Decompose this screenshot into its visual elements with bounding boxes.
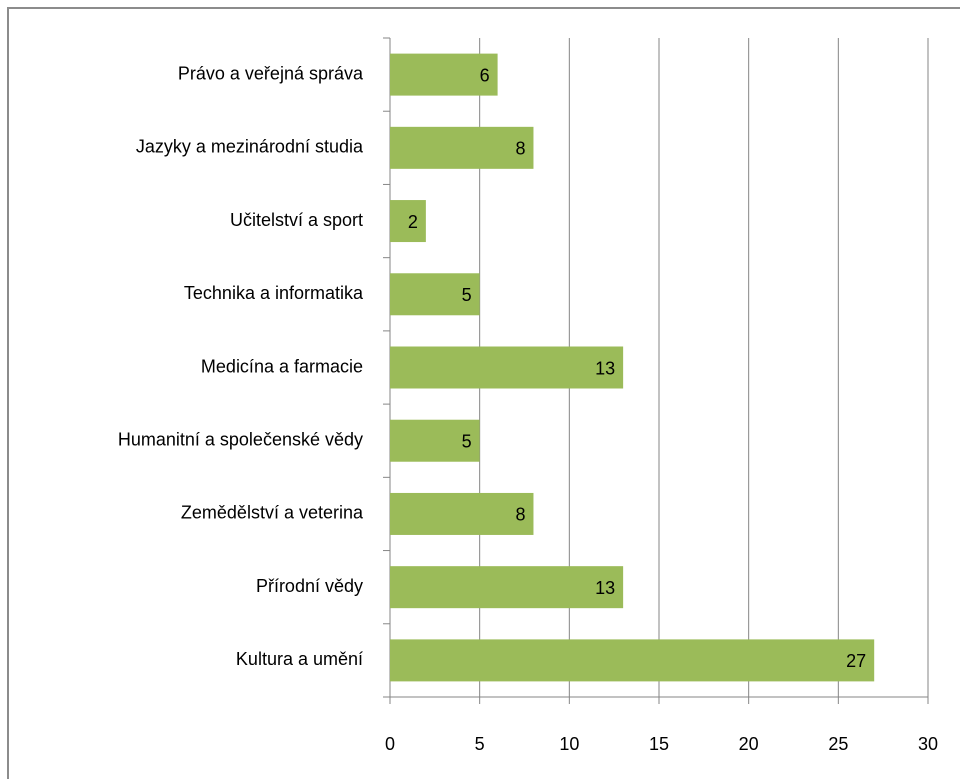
y-tick-label: Přírodní vědy bbox=[256, 576, 363, 596]
bar bbox=[390, 273, 480, 316]
y-tick-label: Medicína a farmacie bbox=[201, 356, 363, 376]
y-tick-label: Zemědělství a veterina bbox=[181, 503, 364, 523]
data-label: 8 bbox=[515, 139, 525, 159]
data-label: 8 bbox=[515, 505, 525, 525]
x-tick-label: 20 bbox=[739, 734, 759, 754]
bar bbox=[390, 492, 534, 535]
bar bbox=[390, 53, 498, 96]
bar bbox=[390, 200, 426, 243]
y-tick-label: Humanitní a společenské vědy bbox=[118, 429, 363, 449]
y-tick-label: Učitelství a sport bbox=[230, 210, 363, 230]
bar bbox=[390, 126, 534, 169]
data-label: 5 bbox=[462, 285, 472, 305]
x-tick-label: 15 bbox=[649, 734, 669, 754]
x-tick-label: 0 bbox=[385, 734, 395, 754]
y-tick-label: Kultura a umění bbox=[236, 649, 363, 669]
bar bbox=[390, 419, 480, 462]
x-tick-label: 10 bbox=[559, 734, 579, 754]
bar bbox=[390, 639, 875, 682]
x-tick-label: 30 bbox=[918, 734, 938, 754]
chart-border bbox=[7, 7, 960, 779]
data-label: 13 bbox=[595, 578, 615, 598]
y-tick-label: Technika a informatika bbox=[184, 283, 364, 303]
data-label: 2 bbox=[408, 212, 418, 232]
data-label: 27 bbox=[846, 651, 866, 671]
x-tick-label: 25 bbox=[828, 734, 848, 754]
data-label: 13 bbox=[595, 358, 615, 378]
data-label: 5 bbox=[462, 431, 472, 451]
data-label: 6 bbox=[480, 65, 490, 85]
bar bbox=[390, 566, 624, 609]
y-tick-label: Právo a veřejná správa bbox=[178, 63, 364, 83]
y-tick-label: Jazyky a mezinárodní studia bbox=[136, 137, 364, 157]
x-tick-label: 5 bbox=[475, 734, 485, 754]
bar bbox=[390, 346, 624, 389]
